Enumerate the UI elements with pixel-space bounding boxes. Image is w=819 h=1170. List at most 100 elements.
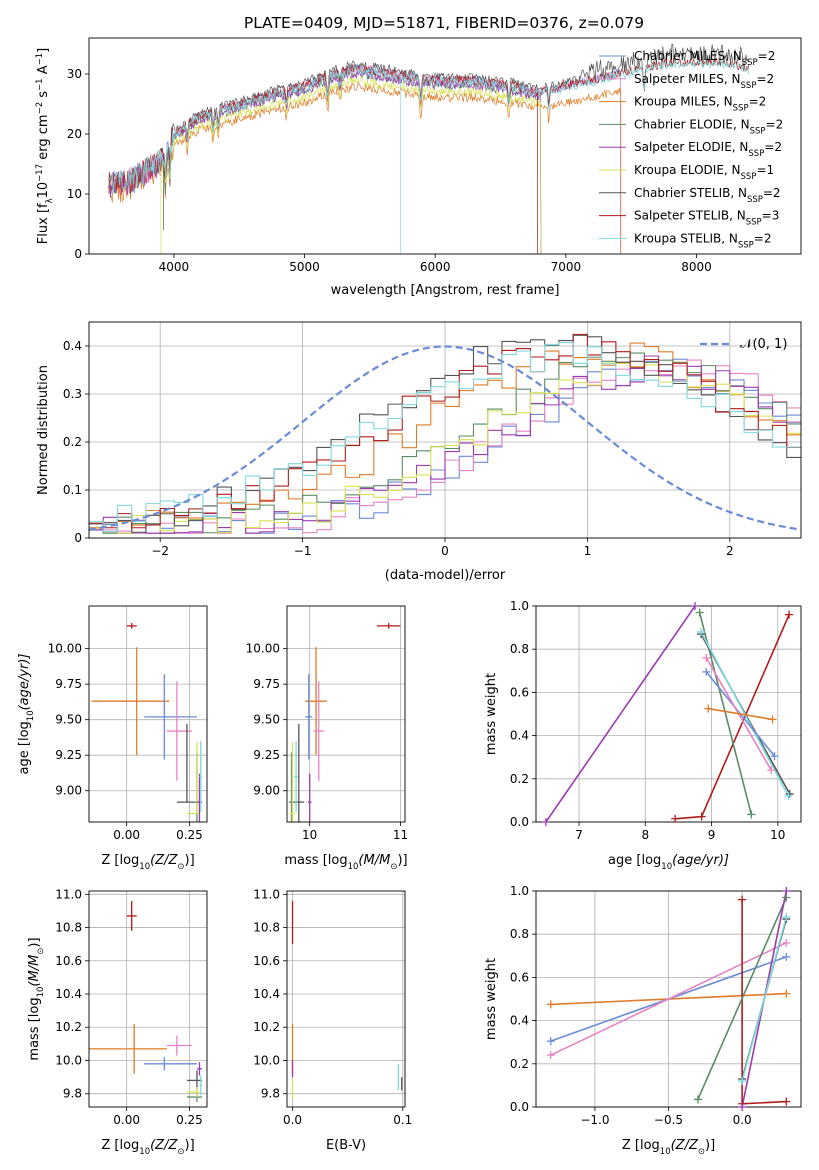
weight-marker [695,608,704,617]
x-tick-label: 10 [302,828,317,842]
spectrum-line [108,59,750,254]
plot-area [550,891,788,1107]
panel-age-vs-mass: 10 11 9.00 9.25 9.50 9.75 10.00 mass [log10(M/M… [246,605,408,872]
x-tick-label: 9 [708,828,716,842]
plot-area [288,623,401,822]
y-tick-label: 0.2 [63,435,82,449]
weight-marker [738,895,747,904]
x-tick-label: 4000 [159,260,190,274]
x-axis-label: wavelength [Angstrom, rest frame] [331,283,560,298]
x-axis-label: age [log10(age/yr)] [608,853,729,872]
y-tick-label: 0.4 [510,1014,529,1028]
y-axis-label: mass weight [484,673,499,755]
y-tick-label: 10.8 [55,921,82,935]
axes-frame [286,890,406,1108]
weight-marker [747,810,756,819]
x-tick-label: 0 [441,544,449,558]
y-tick-label: 9.50 [55,713,82,727]
y-tick-label: 9.00 [253,784,280,798]
x-tick-label: 8 [641,828,649,842]
legend-label: Kroupa MILES, NSSP=2 [634,95,766,114]
axes-frame [88,890,208,1108]
y-tick-label: 9.75 [55,677,82,691]
axes-frame [88,37,802,255]
x-axis-label: Z [log10(Z/Z⊙)] [101,1138,194,1157]
y-axis-label: mass [log10(M/M⊙)] [27,937,46,1060]
y-tick-label: 10.2 [55,1020,82,1034]
y-tick-label: 20 [67,127,82,141]
y-tick-label: 0.4 [510,729,529,743]
weight-line [545,606,696,822]
plot-area [108,43,750,254]
legend-label: Salpeter ELODIE, NSSP=2 [634,140,782,159]
weight-marker [546,1037,555,1046]
weight-marker [782,887,791,895]
y-tick-label: 11.0 [55,887,82,901]
panel-age-vs-Z: 0.00 0.25 9.00 9.25 9.50 9.75 10.00 Z [log10(Z/… [17,605,208,872]
weight-marker [702,653,711,662]
weight-line [697,897,788,1100]
plot-area [291,900,403,1099]
y-tick-label: 9.25 [253,748,280,762]
x-axis-label: Z [log10(Z/Z⊙)] [622,1138,715,1157]
x-tick-label: 0.00 [113,828,140,842]
x-tick-label: 0.0 [283,1113,302,1127]
panel-mass-weight-vs-Z: −1.0 −0.5 0.0 0.0 0.2 0.4 0.6 0.8 1.0 Z [log10(Z/… [484,884,802,1157]
weight-marker [696,627,705,636]
plot-area [545,606,791,822]
y-tick-label: 1.0 [510,884,529,898]
y-tick-label: 9.25 [55,748,82,762]
y-tick-label: 0 [74,531,82,545]
x-tick-label: −2 [151,544,169,558]
weight-marker [704,704,713,713]
weight-marker [782,989,791,998]
panel-spectrum: 4000 5000 6000 7000 8000 0 10 20 30 Chabrier MILE… [35,37,802,298]
x-axis-label: (data-model)/error [385,568,506,583]
histogram-step [89,355,801,534]
y-tick-label: 0.6 [510,970,529,984]
weight-line [708,707,773,721]
weight-marker [782,1097,791,1106]
weight-marker [770,752,779,761]
legend: Chabrier MILES, NSSP=2 Salpeter MILES, NS… [599,49,783,250]
x-tick-label: 0.00 [113,1113,140,1127]
legend-label: Chabrier MILES, NSSP=2 [634,49,775,68]
weight-marker [784,792,793,801]
y-tick-label: 0.8 [510,642,529,656]
y-tick-label: 10.8 [253,921,280,935]
y-tick-label: 10.00 [48,642,82,656]
plot-area [89,333,801,534]
x-tick-label: 2 [726,544,734,558]
panel-residuals: −2 −1 0 1 2 0 0.1 0.2 0.3 0.4 𝒩(0, 1) (data-model)/… [36,321,802,583]
weight-marker [738,1103,747,1111]
x-axis-label: mass [log10(M/M⊙)] [284,853,407,872]
weight-marker [782,912,791,921]
x-tick-label: −0.5 [654,1113,683,1127]
x-tick-label: −1 [294,544,312,558]
x-tick-label: 0.25 [176,1113,203,1127]
legend-label: Kroupa STELIB, NSSP=2 [634,231,772,250]
x-tick-label: 7000 [551,260,582,274]
y-tick-label: 0.6 [510,685,529,699]
x-tick-label: −1.0 [580,1113,609,1127]
weight-marker [782,952,791,961]
y-tick-label: 11.0 [253,887,280,901]
axes-frame [88,605,208,823]
weight-marker [767,766,776,775]
weight-marker [738,1077,747,1086]
y-tick-label: 0.2 [510,772,529,786]
y-tick-label: 0.0 [510,815,529,829]
legend-label: 𝒩(0, 1) [740,337,787,352]
x-tick-label: 8000 [681,260,712,274]
y-tick-label: 9.75 [253,677,280,691]
y-tick-label: 0.0 [510,1100,529,1114]
weight-marker [693,1095,702,1104]
y-tick-label: 10.4 [253,987,280,1001]
legend-label: Chabrier ELODIE, NSSP=2 [634,117,783,136]
y-tick-label: 10.6 [253,954,280,968]
y-tick-label: 30 [67,67,82,81]
spectrum-line [108,81,622,254]
y-tick-label: 10.0 [55,1053,82,1067]
histogram-step [89,334,801,533]
